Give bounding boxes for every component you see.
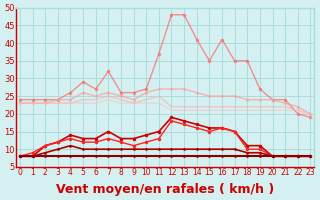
X-axis label: Vent moyen/en rafales ( km/h ): Vent moyen/en rafales ( km/h ) bbox=[56, 183, 274, 196]
